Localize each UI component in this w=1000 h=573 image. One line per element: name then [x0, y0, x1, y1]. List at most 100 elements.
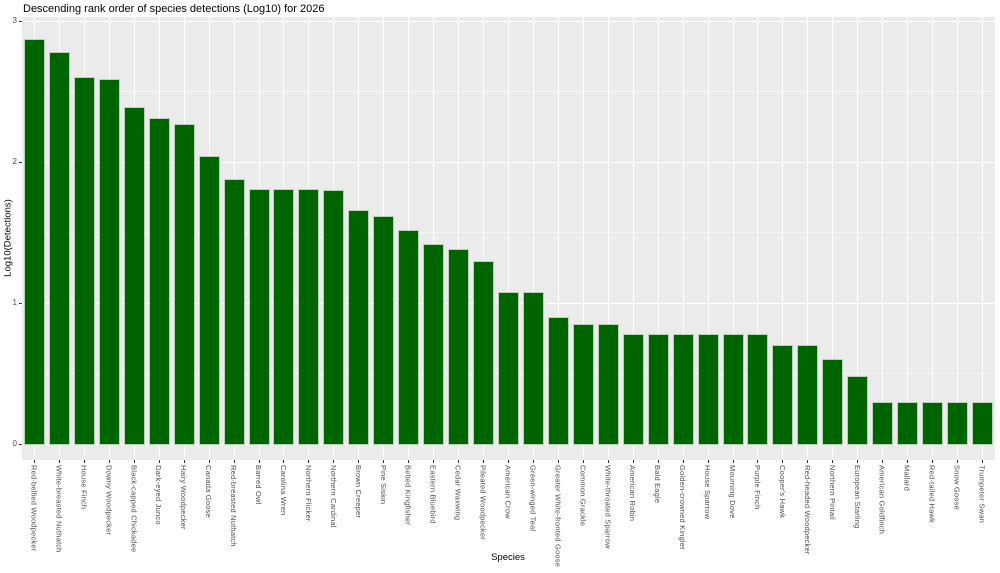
gridline-vertical — [433, 17, 435, 460]
x-tick-label: House Finch — [79, 465, 89, 510]
x-tick-mark — [582, 460, 584, 463]
x-tick-label: Cooper's Hawk — [777, 465, 787, 519]
x-tick-label: American Crow — [503, 465, 513, 519]
x-tick-label: Canada Goose — [204, 465, 214, 518]
bar — [647, 334, 669, 445]
x-tick-label: Red-breasted Nuthatch — [229, 465, 239, 547]
bar — [797, 345, 819, 445]
gridline-vertical — [607, 17, 609, 460]
bar — [822, 359, 844, 445]
x-tick-label: Belted Kingfisher — [403, 465, 413, 526]
x-tick-label: Black-capped Chickadee — [129, 465, 139, 553]
x-tick-mark — [183, 460, 185, 463]
x-tick-label: Purple Finch — [752, 465, 762, 510]
gridline-vertical — [832, 17, 834, 460]
x-tick-mark — [258, 460, 260, 463]
x-tick-label: Northern Cardinal — [328, 465, 338, 528]
x-tick-label: American Goldfinch — [877, 465, 887, 535]
x-tick-label: Greater White-fronted Goose — [553, 465, 563, 568]
x-tick-mark — [408, 460, 410, 463]
bar — [547, 317, 569, 445]
x-tick-mark — [358, 460, 360, 463]
bar — [622, 334, 644, 445]
gridline-vertical — [632, 17, 634, 460]
bar — [697, 334, 719, 445]
x-tick-mark — [882, 460, 884, 463]
x-tick-label: Carolina Wren — [278, 465, 288, 516]
x-tick-mark — [383, 460, 385, 463]
gridline-vertical — [807, 17, 809, 460]
x-tick-label: Dark-eyed Junco — [154, 465, 164, 525]
y-tick-mark — [19, 161, 22, 163]
x-tick-label: Eastern Bluebird — [428, 465, 438, 524]
x-axis-title: Species — [491, 552, 525, 563]
gridline-vertical — [682, 17, 684, 460]
bar — [73, 77, 95, 445]
x-tick-mark — [657, 460, 659, 463]
x-tick-mark — [782, 460, 784, 463]
bar — [148, 118, 170, 445]
x-tick-mark — [732, 460, 734, 463]
x-tick-mark — [932, 460, 934, 463]
bar — [972, 401, 994, 445]
x-tick-mark — [133, 460, 135, 463]
y-tick-mark — [19, 302, 22, 304]
y-tick-label: 1 — [12, 298, 17, 307]
bar — [922, 401, 944, 445]
x-tick-mark — [857, 460, 859, 463]
gridline-vertical — [707, 17, 709, 460]
y-tick-mark — [19, 443, 22, 445]
x-tick-label: Cedar Waxwing — [453, 465, 463, 521]
x-tick-label: Green-winged Teal — [528, 465, 538, 532]
x-tick-mark — [982, 460, 984, 463]
x-tick-mark — [308, 460, 310, 463]
bar — [373, 215, 395, 445]
bar — [398, 229, 420, 445]
x-tick-mark — [757, 460, 759, 463]
x-tick-mark — [607, 460, 609, 463]
gridline-vertical — [657, 17, 659, 460]
x-tick-label: House Sparrow — [703, 465, 713, 520]
bar — [947, 401, 969, 445]
x-tick-label: Brown Creeper — [353, 465, 363, 519]
bar — [847, 376, 869, 445]
x-tick-mark — [83, 460, 85, 463]
bar — [98, 78, 120, 445]
x-tick-label: Red-headed Woodpecker — [802, 465, 812, 555]
x-tick-label: White-breasted Nuthatch — [54, 465, 64, 553]
x-tick-label: Northern Flicker — [303, 465, 313, 522]
x-tick-mark — [682, 460, 684, 463]
bar — [198, 156, 220, 445]
plot-panel — [22, 17, 995, 460]
x-tick-label: White-throated Sparrow — [603, 465, 613, 549]
x-tick-mark — [58, 460, 60, 463]
x-tick-mark — [957, 460, 959, 463]
bar — [323, 190, 345, 445]
x-tick-mark — [807, 460, 809, 463]
x-tick-label: Red-tailed Hawk — [927, 465, 937, 524]
x-tick-mark — [333, 460, 335, 463]
x-tick-mark — [433, 460, 435, 463]
bar — [498, 291, 519, 445]
x-tick-label: Common Grackle — [578, 465, 588, 527]
x-tick-mark — [158, 460, 160, 463]
bar — [173, 123, 195, 445]
x-tick-mark — [108, 460, 110, 463]
y-tick-mark — [19, 20, 22, 22]
bar — [423, 243, 445, 445]
bar — [48, 52, 70, 445]
x-tick-mark — [557, 460, 559, 463]
x-tick-label: Pine Siskin — [378, 465, 388, 505]
gridline-vertical — [732, 17, 734, 460]
x-tick-mark — [33, 460, 35, 463]
gridline-vertical — [957, 17, 959, 460]
gridline-vertical — [782, 17, 784, 460]
bar — [772, 345, 794, 445]
x-tick-label: Downy Woodpecker — [104, 465, 114, 536]
x-tick-mark — [707, 460, 709, 463]
gridline-vertical — [907, 17, 909, 460]
y-tick-label: 3 — [12, 16, 17, 25]
bar — [897, 401, 919, 445]
x-tick-mark — [458, 460, 460, 463]
